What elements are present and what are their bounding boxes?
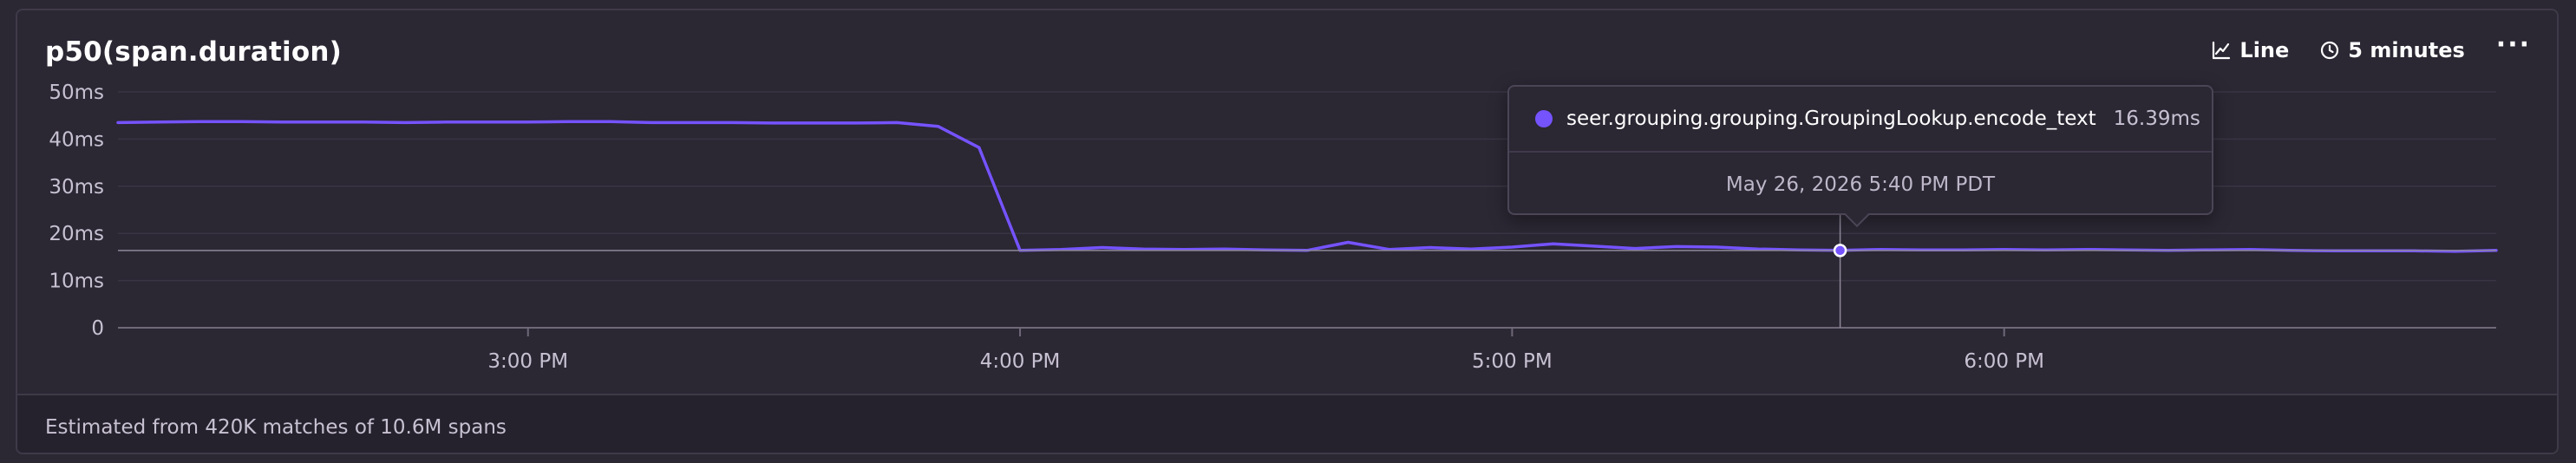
widget-footer: Estimated from 420K matches of 10.6M spa… xyxy=(17,394,2557,453)
widget-title: p50(span.duration) xyxy=(45,36,342,68)
line-chart-icon xyxy=(2212,41,2231,60)
interval-label: 5 minutes xyxy=(2348,38,2465,62)
y-axis-ticks: 0 10ms 20ms 30ms 40ms 50ms xyxy=(49,82,104,340)
clock-icon xyxy=(2320,41,2339,60)
y-tick-label: 30ms xyxy=(49,176,104,199)
sample-estimate-text: Estimated from 420K matches of 10.6M spa… xyxy=(45,416,507,439)
tooltip-series-name: seer.grouping.grouping.GroupingLookup.en… xyxy=(1566,108,2096,130)
chart-widget: p50(span.duration) Line 5 minutes ··· xyxy=(16,9,2559,454)
highlighted-point[interactable] xyxy=(1833,244,1847,258)
more-options-icon[interactable]: ··· xyxy=(2495,29,2531,60)
x-tick-label: 3:00 PM xyxy=(487,350,568,373)
y-tick-label: 0 xyxy=(91,317,104,340)
tooltip-series-value: 16.39ms xyxy=(2113,108,2200,130)
y-tick-label: 40ms xyxy=(49,128,104,151)
y-tick-label: 20ms xyxy=(49,223,104,245)
display-type-button[interactable]: Line xyxy=(2212,38,2289,62)
tooltip-divider xyxy=(1509,151,2212,153)
display-type-label: Line xyxy=(2239,38,2290,62)
line-chart: 0 10ms 20ms 30ms 40ms 50ms 3:00 PM 4:00 PM 5:00… xyxy=(49,82,2498,373)
chart-tooltip: seer.grouping.grouping.GroupingLookup.en… xyxy=(1507,85,2213,228)
x-tick-label: 5:00 PM xyxy=(1472,350,1553,373)
x-tick-label: 6:00 PM xyxy=(1964,350,2044,373)
y-tick-label: 50ms xyxy=(49,82,104,104)
hover-indicator xyxy=(118,212,2496,328)
tooltip-series-row: seer.grouping.grouping.GroupingLookup.en… xyxy=(1535,108,2200,130)
x-axis-ticks: 3:00 PM 4:00 PM 5:00 PM 6:00 PM xyxy=(487,328,2044,373)
series-color-dot xyxy=(1535,110,1553,127)
y-tick-label: 10ms xyxy=(49,271,104,293)
interval-button[interactable]: 5 minutes xyxy=(2320,38,2465,62)
widget-controls: Line 5 minutes ··· xyxy=(2212,32,2531,62)
tooltip-date: May 26, 2026 5:40 PM PDT xyxy=(1725,173,1996,196)
x-tick-label: 4:00 PM xyxy=(980,350,1061,373)
